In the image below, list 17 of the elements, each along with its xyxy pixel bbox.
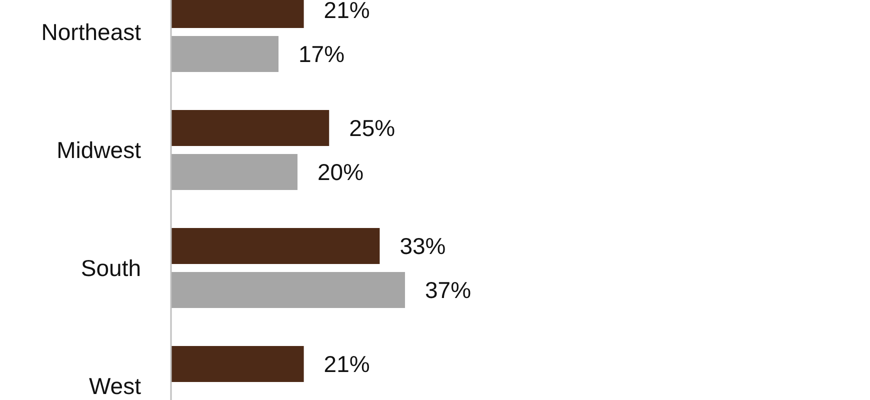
data-label: 37% (425, 277, 472, 304)
bar (171, 154, 298, 190)
bar (171, 228, 380, 264)
data-label: 21% (324, 0, 370, 24)
bar (171, 272, 405, 308)
bar (171, 36, 279, 72)
bar (171, 110, 330, 146)
y-tick-label: Northeast (41, 19, 142, 46)
y-tick-label: West (89, 373, 142, 400)
bar (171, 346, 304, 382)
data-label: 17% (298, 41, 345, 68)
data-label: 33% (400, 233, 446, 260)
y-tick-label: Midwest (56, 137, 142, 164)
data-label: 20% (317, 159, 364, 186)
y-tick-label: South (80, 255, 141, 282)
data-label: 25% (349, 115, 396, 142)
data-label: 21% (324, 351, 370, 378)
